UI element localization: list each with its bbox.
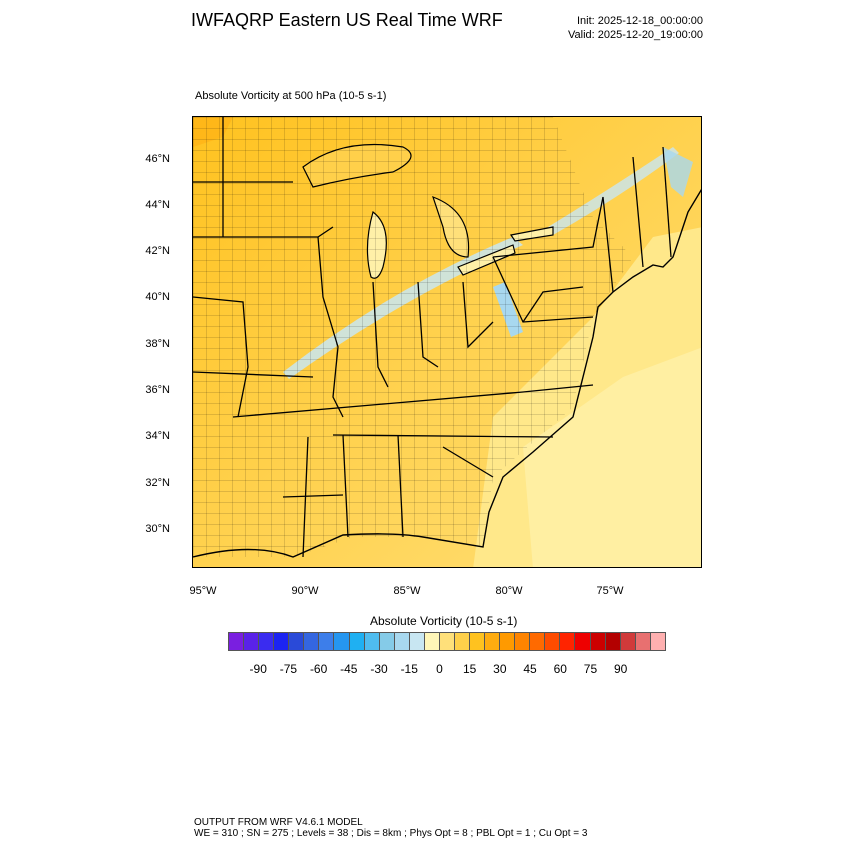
colorbar-box <box>530 633 546 650</box>
colorbar-box <box>515 633 531 650</box>
colorbar-label: 0 <box>436 662 443 676</box>
colorbar-box <box>605 633 621 650</box>
init-time: Init: 2025-12-18_00:00:00 <box>577 15 703 27</box>
footer-line-1: OUTPUT FROM WRF V4.6.1 MODEL <box>194 817 363 828</box>
colorbar-box <box>304 633 320 650</box>
colorbar-box <box>319 633 335 650</box>
plot-subtitle: Absolute Vorticity at 500 hPa (10-5 s-1) <box>195 90 387 102</box>
colorbar-box <box>289 633 305 650</box>
colorbar-label: -90 <box>249 662 267 676</box>
lon-label: 80°W <box>495 585 523 597</box>
lat-label: 38°N <box>145 338 170 350</box>
colorbar-label: -15 <box>400 662 418 676</box>
colorbar-box <box>590 633 606 650</box>
colorbar-label: 90 <box>614 662 628 676</box>
footer-line-2: WE = 310 ; SN = 275 ; Levels = 38 ; Dis … <box>194 828 588 839</box>
colorbar-box <box>545 633 561 650</box>
lat-label: 32°N <box>145 477 170 489</box>
colorbar-box <box>229 633 245 650</box>
colorbar-title: Absolute Vorticity (10-5 s-1) <box>370 614 518 628</box>
colorbar-box <box>470 633 486 650</box>
colorbar-box <box>364 633 380 650</box>
lon-label: 85°W <box>393 585 421 597</box>
colorbar-box <box>394 633 410 650</box>
colorbar-box <box>259 633 275 650</box>
colorbar-box <box>650 633 665 650</box>
vorticity-map <box>192 116 702 568</box>
colorbar-label: -75 <box>279 662 298 676</box>
lat-label: 30°N <box>145 523 170 535</box>
colorbar-label: -60 <box>309 662 328 676</box>
colorbar-label: 45 <box>523 662 537 676</box>
colorbar-box <box>409 633 425 650</box>
lat-label: 44°N <box>145 199 170 211</box>
colorbar-box <box>334 633 350 650</box>
colorbar-box <box>560 633 576 650</box>
colorbar-box <box>244 633 260 650</box>
colorbar-box <box>454 633 470 650</box>
lat-label: 34°N <box>145 430 170 442</box>
state-borders <box>193 117 672 558</box>
colorbar-box <box>424 633 440 650</box>
colorbar-box <box>274 633 290 650</box>
coastline <box>193 188 701 558</box>
colorbar-box <box>635 633 651 650</box>
page-title: IWFAQRP Eastern US Real Time WRF <box>191 10 503 30</box>
lon-label: 75°W <box>596 585 624 597</box>
colorbar-box <box>575 633 591 650</box>
lat-label: 36°N <box>145 384 170 396</box>
colorbar-label: 60 <box>553 662 567 676</box>
lat-label: 40°N <box>145 291 170 303</box>
run-times: Init: 2025-12-18_00:00:00 Valid: 2025-12… <box>568 14 703 42</box>
colorbar-label: 75 <box>583 662 598 676</box>
valid-time: Valid: 2025-12-20_19:00:00 <box>568 29 703 41</box>
model-footer: OUTPUT FROM WRF V4.6.1 MODEL WE = 310 ; … <box>194 817 587 839</box>
low-vorticity-streak <box>663 147 693 197</box>
lat-label: 42°N <box>145 245 170 257</box>
colorbar-label: -30 <box>370 662 388 676</box>
lon-label: 95°W <box>189 585 217 597</box>
colorbar-box <box>349 633 365 650</box>
colorbar-box <box>500 633 516 650</box>
colorbar-label: 15 <box>462 662 477 676</box>
colorbar-box <box>439 633 455 650</box>
lat-label: 46°N <box>145 153 170 165</box>
lon-label: 90°W <box>291 585 319 597</box>
colorbar-box <box>485 633 501 650</box>
colorbar <box>228 632 666 651</box>
colorbar-box <box>620 633 636 650</box>
colorbar-label: 30 <box>493 662 507 676</box>
colorbar-label: -45 <box>340 662 358 676</box>
colorbar-box <box>379 633 395 650</box>
ocean-light-band <box>523 347 701 567</box>
